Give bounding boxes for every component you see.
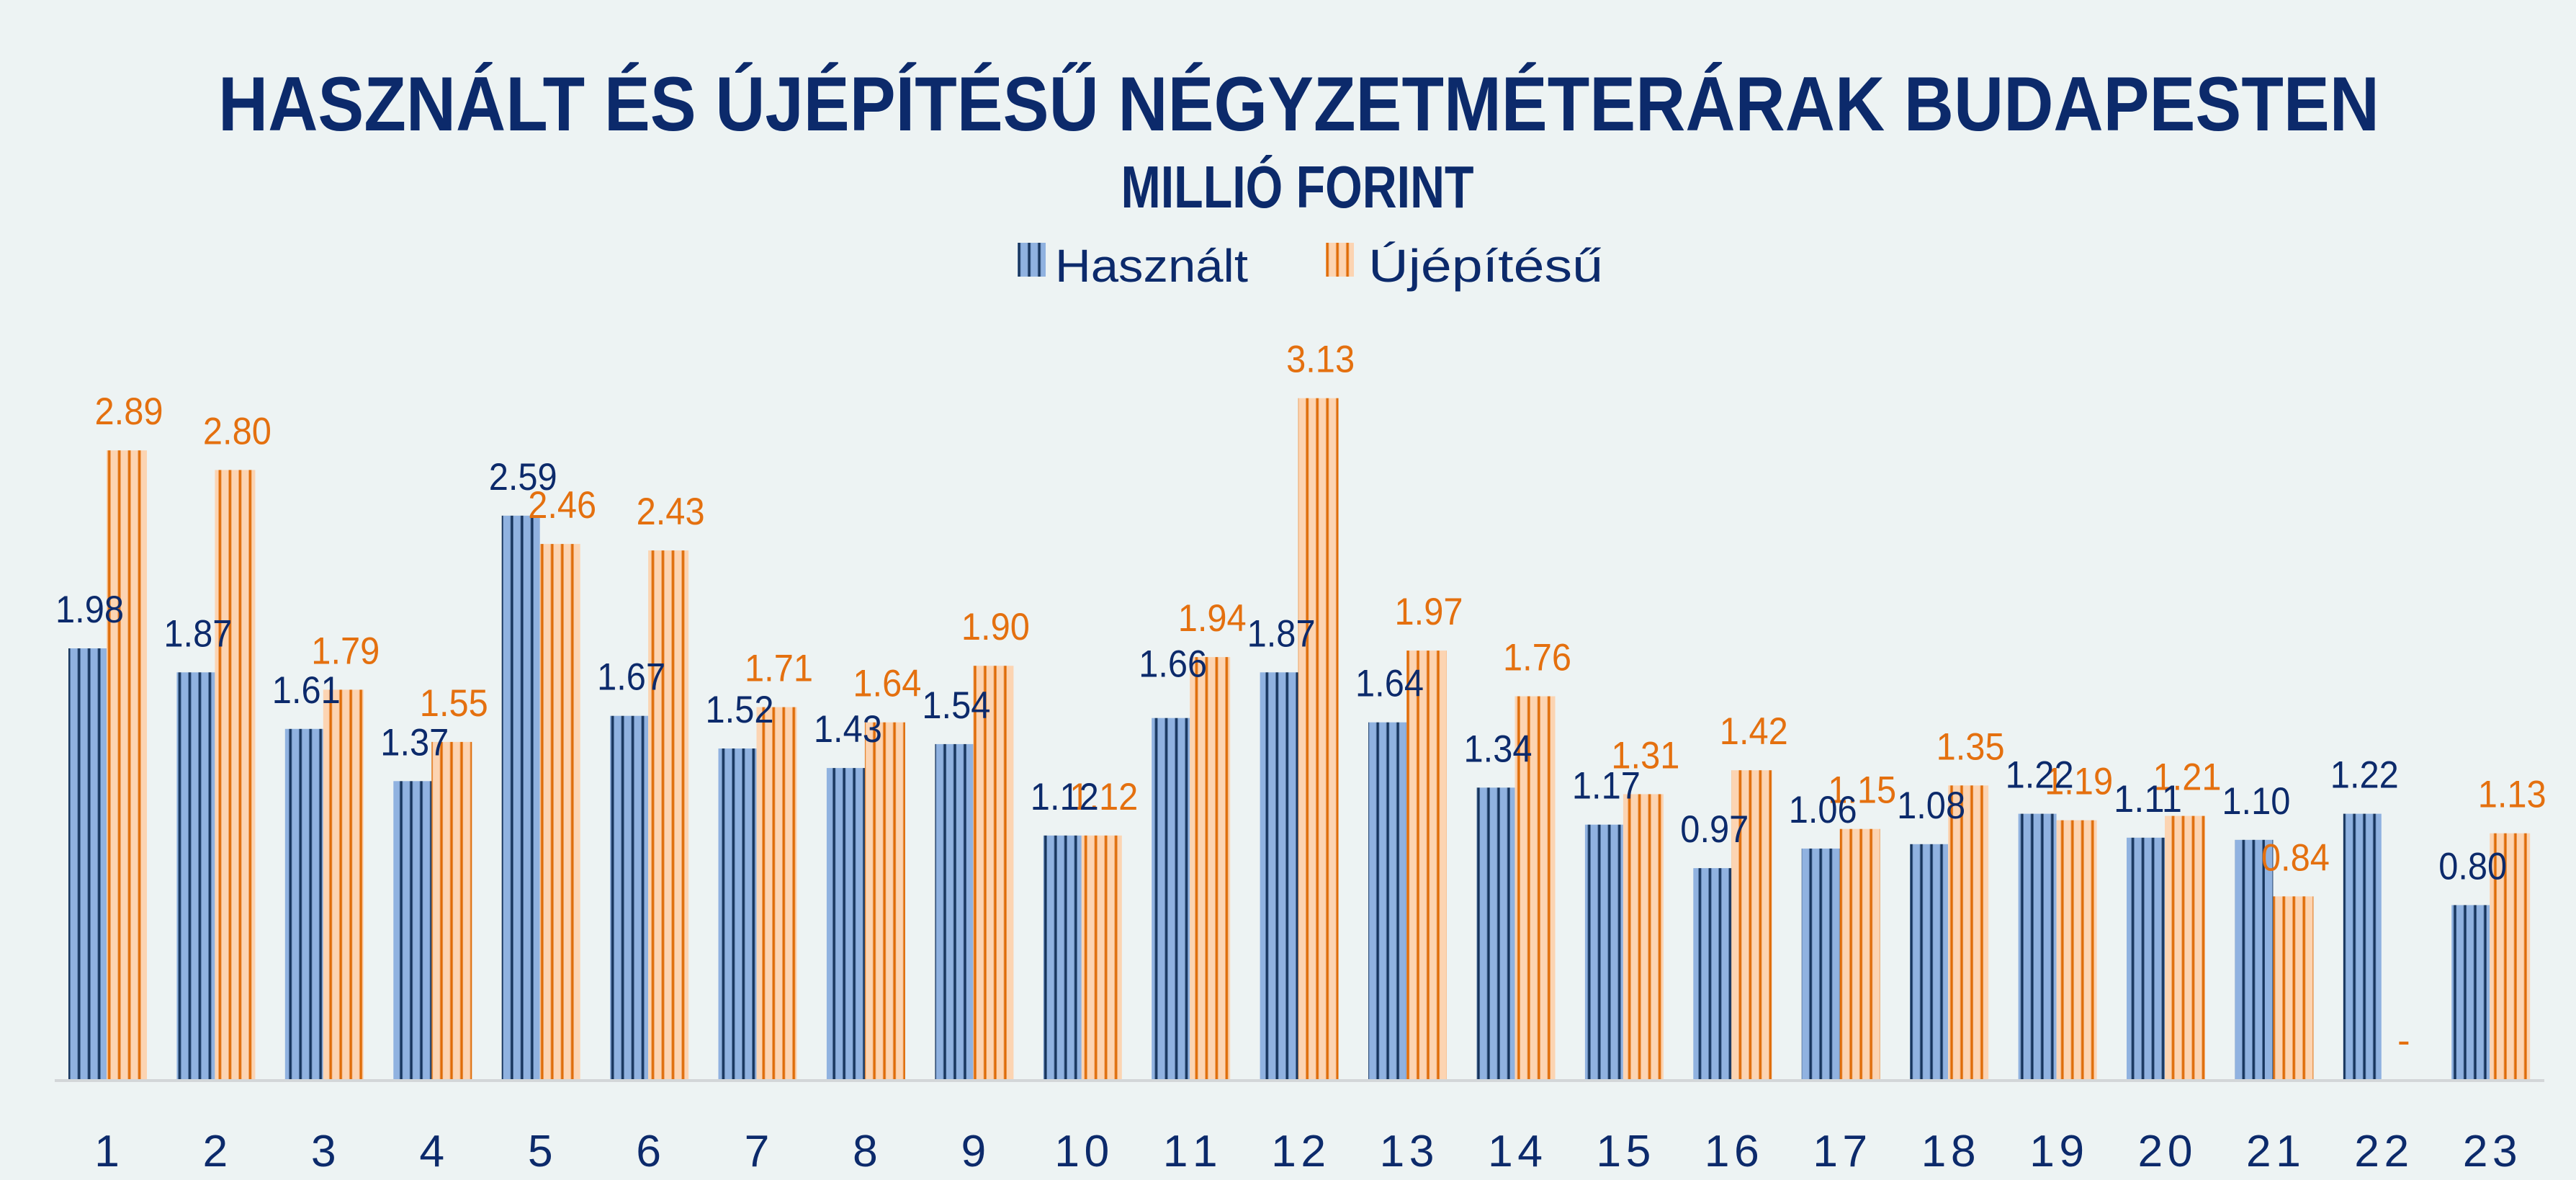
svg-text:1.21: 1.21 (2153, 756, 2222, 799)
svg-text:3.13: 3.13 (1286, 339, 1355, 381)
svg-text:1.10: 1.10 (2222, 780, 2290, 823)
svg-text:1.94: 1.94 (1178, 597, 1247, 640)
svg-text:1.52: 1.52 (706, 689, 774, 731)
svg-text:1.64: 1.64 (853, 663, 921, 705)
svg-text:2.89: 2.89 (95, 390, 163, 433)
svg-text:1.67: 1.67 (597, 656, 665, 699)
svg-text:2.59: 2.59 (489, 456, 557, 499)
svg-text:1.79: 1.79 (311, 630, 380, 672)
svg-text:1.55: 1.55 (420, 682, 488, 725)
svg-text:1.06: 1.06 (1789, 789, 1857, 831)
svg-text:1.12: 1.12 (1069, 776, 1138, 818)
svg-text:8: 8 (853, 1126, 878, 1176)
svg-text:6: 6 (636, 1126, 661, 1176)
svg-text:1.71: 1.71 (745, 648, 813, 690)
svg-text:3: 3 (311, 1126, 336, 1176)
svg-text:1.34: 1.34 (1464, 728, 1532, 770)
svg-text:7: 7 (745, 1126, 770, 1176)
svg-text:1.54: 1.54 (922, 684, 990, 727)
svg-text:0.84: 0.84 (2261, 836, 2330, 879)
svg-text:1.97: 1.97 (1395, 591, 1463, 633)
svg-text:HASZNÁLT ÉS ÚJÉPÍTÉSŰ NÉGYZETM: HASZNÁLT ÉS ÚJÉPÍTÉSŰ NÉGYZETMÉTERÁRAK B… (218, 61, 2379, 147)
svg-text:1.22: 1.22 (2006, 754, 2074, 797)
svg-text:-: - (2397, 1019, 2410, 1062)
svg-text:1: 1 (94, 1126, 120, 1176)
svg-text:1.15: 1.15 (1828, 769, 1896, 812)
svg-text:9: 9 (961, 1126, 987, 1176)
svg-text:2.43: 2.43 (637, 491, 705, 533)
svg-text:1.22: 1.22 (2330, 754, 2399, 797)
svg-text:1.17: 1.17 (1572, 765, 1641, 808)
svg-text:1.42: 1.42 (1720, 710, 1788, 753)
svg-text:1.19: 1.19 (2045, 761, 2113, 803)
svg-text:1.43: 1.43 (814, 708, 882, 751)
svg-text:1.61: 1.61 (272, 669, 341, 712)
svg-text:1.76: 1.76 (1503, 637, 1571, 679)
svg-text:2.80: 2.80 (203, 410, 271, 452)
svg-text:MILLIÓ FORINT: MILLIÓ FORINT (1121, 153, 1474, 220)
svg-text:1.37: 1.37 (380, 721, 449, 764)
svg-text:1.11: 1.11 (2114, 778, 2182, 821)
svg-text:1.13: 1.13 (2478, 774, 2546, 816)
svg-text:Újépítésű: Újépítésű (1368, 240, 1603, 292)
svg-text:1.98: 1.98 (55, 589, 124, 631)
svg-text:0.80: 0.80 (2438, 845, 2507, 888)
svg-text:1.12: 1.12 (1031, 776, 1099, 818)
svg-text:1.31: 1.31 (1611, 734, 1679, 777)
svg-text:1.87: 1.87 (163, 612, 232, 655)
svg-text:1.64: 1.64 (1355, 663, 1424, 705)
svg-text:2.46: 2.46 (528, 484, 596, 527)
svg-text:1.90: 1.90 (961, 606, 1030, 648)
svg-text:Használt: Használt (1055, 240, 1248, 292)
svg-text:0.97: 0.97 (1680, 808, 1749, 851)
svg-text:1.08: 1.08 (1897, 785, 1965, 827)
svg-text:2: 2 (203, 1126, 228, 1176)
svg-text:1.66: 1.66 (1139, 643, 1207, 686)
svg-text:1.87: 1.87 (1247, 612, 1316, 655)
svg-text:1.35: 1.35 (1937, 725, 2005, 768)
svg-text:5: 5 (528, 1126, 553, 1176)
svg-text:4: 4 (419, 1126, 444, 1176)
